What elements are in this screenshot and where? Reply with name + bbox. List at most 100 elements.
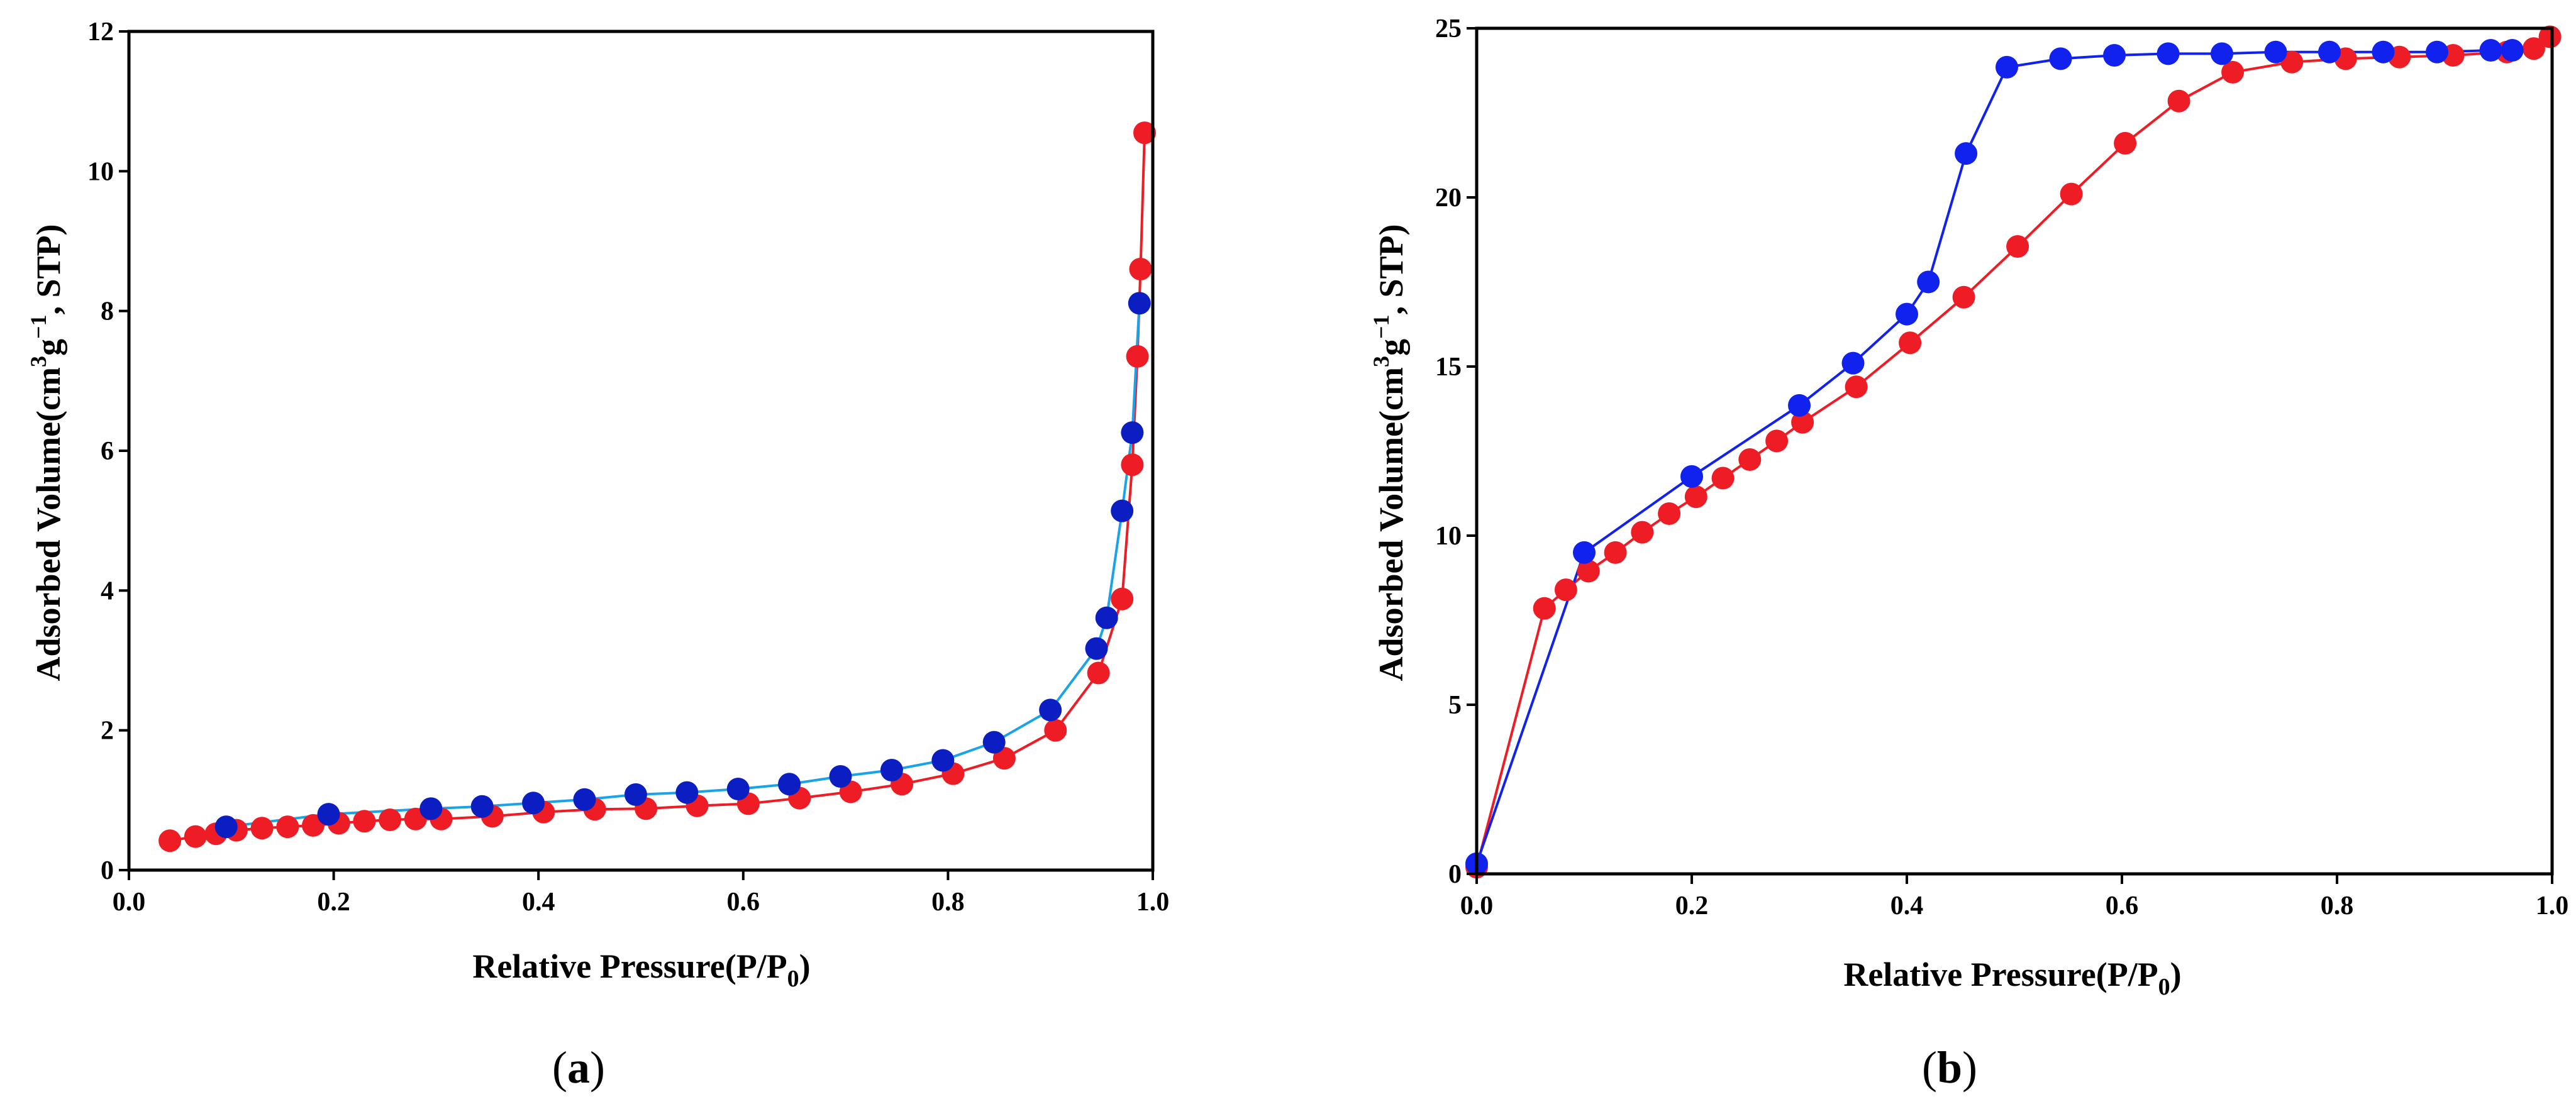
x-tick-label-b: 0.8: [2321, 891, 2354, 920]
ticks-b: 0.0 0.2 0.4 0.6 0.8 1.0 0 5 10 15 20 25: [1435, 14, 2568, 920]
adsorption-point-b: [1899, 331, 1922, 355]
y-tick-label-a: 6: [101, 437, 114, 466]
adsorption-point-a: [1133, 121, 1156, 145]
panel-label-a: (a): [552, 1042, 605, 1093]
y-tick-label-b: 10: [1435, 522, 1462, 551]
y-tick-label-b: 5: [1448, 691, 1462, 720]
desorption-line-b: [1475, 49, 2512, 864]
desorption-point-a: [214, 815, 238, 839]
adsorption-point-b: [1738, 448, 1762, 471]
adsorption-point-b: [1845, 375, 1868, 399]
y-axis-label-b: Adsorbed Volume(cm3g−1, STP): [1368, 224, 1410, 681]
y-tick-label-a: 4: [101, 577, 114, 605]
series-layer-a: [158, 121, 1156, 852]
y-tick-label-a: 0: [101, 856, 114, 885]
desorption-point-a: [317, 803, 340, 826]
desorption-point-a: [675, 781, 699, 804]
desorption-point-b: [1996, 55, 2018, 79]
x-tick-label-b: 0.4: [1890, 891, 1924, 920]
x-tick-label-b: 0.6: [2106, 891, 2139, 920]
adsorption-point-a: [379, 808, 402, 831]
desorption-point-b: [2103, 44, 2126, 67]
adsorption-point-b: [2006, 235, 2029, 258]
y-axis-label-a: Adsorbed Volume(cm3g−1, STP): [26, 224, 67, 681]
desorption-point-b: [1680, 465, 1703, 488]
adsorption-point-b: [1684, 485, 1707, 509]
desorption-point-a: [982, 731, 1006, 754]
adsorption-point-b: [1577, 560, 1600, 583]
desorption-point-b: [2157, 42, 2180, 65]
desorption-point-b: [1896, 302, 1918, 326]
x-axis-label-a: Relative Pressure(P/P0): [472, 947, 810, 992]
chart-panel-b: 0.0 0.2 0.4 0.6 0.8 1.0 0 5 10 15 20 25 Relative Pr…: [1368, 14, 2568, 1093]
desorption-point-a: [624, 783, 647, 806]
adsorption-point-a: [1111, 587, 1134, 610]
series-layer-b: [1465, 25, 2562, 879]
adsorption-point-b: [2538, 25, 2562, 48]
desorption-point-b: [2501, 39, 2524, 62]
desorption-point-a: [470, 795, 494, 818]
adsorption-point-a: [158, 829, 182, 852]
desorption-point-b: [1955, 142, 1978, 165]
desorption-point-b: [1788, 394, 1811, 417]
y-tick-label-b: 0: [1448, 860, 1462, 889]
y-tick-label-b: 25: [1435, 14, 1462, 43]
desorption-point-a: [1095, 606, 1118, 629]
y-tick-label-a: 12: [87, 18, 114, 47]
desorption-point-b: [1841, 351, 1865, 375]
adsorption-point-b: [2280, 50, 2304, 74]
desorption-point-a: [1085, 637, 1108, 660]
desorption-point-a: [522, 792, 545, 815]
adsorption-point-a: [1087, 661, 1110, 685]
adsorption-point-b: [2522, 37, 2545, 60]
y-tick-label-a: 8: [101, 297, 114, 326]
adsorption-point-b: [1711, 466, 1735, 490]
desorption-point-a: [419, 797, 443, 820]
adsorption-point-b: [1952, 285, 1975, 309]
x-tick-label-a: 0.6: [727, 888, 760, 917]
desorption-point-a: [1128, 292, 1151, 315]
x-axis-label-b: Relative Pressure(P/P0): [1843, 956, 2181, 1000]
desorption-point-a: [931, 749, 955, 772]
desorption-point-b: [2049, 47, 2072, 70]
y-tick-label-a: 2: [101, 717, 114, 746]
adsorption-point-b: [1533, 597, 1556, 620]
adsorption-point-a: [353, 810, 376, 833]
desorption-point-b: [2211, 42, 2233, 65]
desorption-point-b: [1917, 270, 1940, 294]
x-tick-label-a: 0.0: [113, 888, 146, 917]
x-tick-label-b: 0.2: [1675, 891, 1709, 920]
adsorption-point-b: [1658, 502, 1681, 525]
adsorption-point-b: [1791, 411, 1814, 434]
desorption-point-a: [1121, 421, 1144, 444]
adsorption-point-a: [1121, 453, 1144, 477]
adsorption-point-a: [1044, 719, 1067, 742]
adsorption-point-b: [2114, 131, 2137, 155]
adsorption-point-b: [2221, 60, 2245, 84]
adsorption-point-b: [1554, 578, 1577, 602]
y-tick-label-b: 20: [1435, 184, 1462, 212]
adsorption-point-a: [276, 815, 299, 839]
y-tick-label-b: 15: [1435, 353, 1462, 382]
adsorption-point-a: [992, 747, 1016, 770]
desorption-point-b: [2264, 40, 2287, 63]
desorption-point-b: [2372, 40, 2395, 63]
desorption-point-a: [829, 765, 852, 788]
ticks-a: 0.0 0.2 0.4 0.6 0.8 1.0 0 2 4 6 8 10 12: [87, 18, 1169, 917]
desorption-point-a: [1039, 698, 1062, 722]
desorption-point-a: [726, 778, 750, 800]
x-tick-label-a: 0.8: [931, 888, 965, 917]
desorption-point-a: [573, 788, 596, 811]
x-tick-label-b: 1.0: [2536, 891, 2569, 920]
desorption-point-b: [2479, 39, 2502, 62]
y-tick-label-a: 10: [87, 157, 114, 186]
adsorption-point-b: [2167, 89, 2190, 113]
panel-label-b: (b): [1922, 1042, 1977, 1093]
desorption-point-b: [2318, 40, 2341, 63]
adsorption-point-b: [1765, 429, 1789, 453]
desorption-point-a: [880, 759, 903, 781]
x-tick-label-b: 0.0: [1460, 891, 1494, 920]
adsorption-point-b: [1604, 541, 1627, 564]
adsorption-point-b: [1631, 521, 1654, 544]
